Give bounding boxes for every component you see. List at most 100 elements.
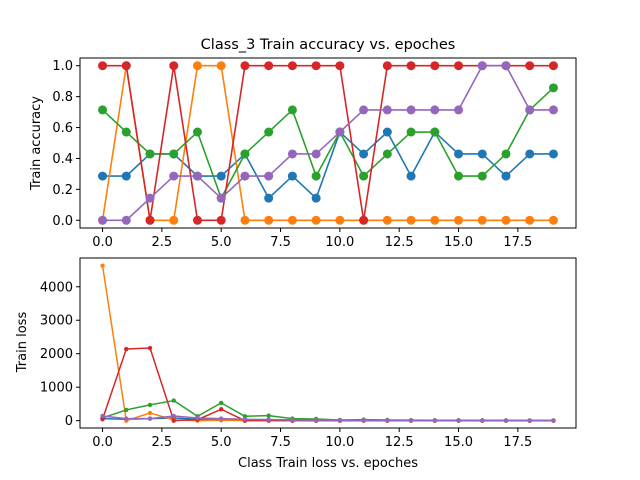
accuracy-x-tick-label: 7.5 [270, 235, 291, 250]
accuracy-data-point [169, 61, 179, 71]
loss-data-point [480, 418, 485, 423]
accuracy-data-point [525, 149, 535, 159]
loss-x-tick-label: 5.0 [211, 435, 232, 450]
loss-series-line [102, 415, 554, 422]
accuracy-data-point [501, 171, 511, 181]
accuracy-data-point [430, 105, 440, 115]
loss-data-point [147, 345, 153, 351]
accuracy-data-point [287, 171, 297, 181]
loss-x-axis-label: Class Train loss vs. epoches [238, 456, 418, 471]
loss-data-point [124, 416, 129, 421]
accuracy-data-point [98, 171, 108, 181]
accuracy-data-point [501, 149, 511, 159]
loss-data-point [171, 398, 176, 403]
loss-data-point [219, 400, 224, 406]
loss-x-tick-label: 10.0 [325, 435, 354, 450]
loss-x-tick-label: 15.0 [444, 435, 473, 450]
accuracy-data-point [216, 171, 226, 181]
accuracy-y-tick-label: 0.0 [52, 214, 73, 229]
accuracy-data-point [240, 149, 250, 159]
loss-x-tick-label: 17.5 [503, 435, 532, 450]
loss-y-tick-label: 0 [65, 414, 73, 429]
accuracy-data-point [501, 61, 511, 71]
accuracy-data-point [169, 215, 179, 225]
accuracy-data-point [406, 171, 416, 181]
accuracy-data-point [240, 215, 250, 225]
accuracy-data-point [98, 61, 108, 71]
accuracy-plot-frame [79, 57, 577, 229]
accuracy-data-point [311, 149, 321, 159]
accuracy-data-point [525, 215, 535, 225]
accuracy-data-point [145, 193, 155, 203]
accuracy-y-tick-label: 0.6 [52, 121, 73, 136]
accuracy-data-point [311, 171, 321, 181]
accuracy-subplot: Class_3 Train accuracy vs. epoches Train… [29, 37, 577, 250]
accuracy-y-tick-label: 1.0 [52, 59, 73, 74]
accuracy-data-point [216, 61, 226, 71]
loss-x-tick-label: 12.5 [385, 435, 414, 450]
accuracy-data-point [145, 215, 155, 225]
loss-data-point [337, 418, 343, 423]
accuracy-data-point [192, 61, 202, 71]
accuracy-data-point [382, 215, 392, 225]
loss-data-point [219, 407, 224, 412]
loss-data-point [100, 413, 105, 419]
accuracy-data-point [548, 149, 558, 159]
loss-data-point [124, 407, 129, 413]
accuracy-data-point [382, 149, 392, 159]
loss-y-axis-label: Train loss [15, 312, 30, 374]
accuracy-data-point [335, 127, 345, 137]
loss-x-tick-label: 2.5 [152, 435, 173, 450]
accuracy-data-point [287, 105, 297, 115]
loss-data-point [432, 418, 437, 423]
loss-data-point [147, 402, 153, 408]
accuracy-data-point [264, 193, 274, 203]
loss-y-tick-label: 4000 [40, 280, 73, 295]
accuracy-data-point [121, 215, 131, 225]
accuracy-x-tick-label: 5.0 [211, 235, 232, 250]
loss-data-point [527, 418, 532, 423]
accuracy-data-point [406, 61, 416, 71]
accuracy-data-point [477, 171, 487, 181]
accuracy-data-point [145, 149, 155, 159]
loss-plot-frame [79, 257, 577, 429]
loss-data-point [313, 417, 319, 423]
accuracy-data-point [430, 215, 440, 225]
loss-data-point [361, 418, 366, 423]
accuracy-data-point [548, 215, 558, 225]
loss-data-point [147, 410, 153, 416]
accuracy-ticks-group: 0.0 2.5 5.0 7.5 10.0 12.5 15.0 17.5 0.0 0.2 0.4 0.6… [52, 59, 532, 250]
loss-data-point [551, 418, 556, 423]
accuracy-data-point [264, 61, 274, 71]
accuracy-data-point [430, 127, 440, 137]
accuracy-data-point [548, 61, 558, 71]
loss-data-point [100, 263, 105, 268]
loss-data-point [171, 413, 176, 419]
accuracy-data-point [240, 171, 250, 181]
loss-ticks-group: 0.0 2.5 5.0 7.5 10.0 12.5 15.0 17.5 0 1000 2000 300… [40, 280, 532, 450]
accuracy-data-point [335, 61, 345, 71]
accuracy-data-point [359, 149, 369, 159]
accuracy-data-point [501, 215, 511, 225]
loss-data-point [385, 418, 390, 423]
loss-y-tick-label: 1000 [40, 381, 73, 396]
accuracy-data-point [406, 127, 416, 137]
accuracy-data-point [169, 171, 179, 181]
accuracy-data-point [454, 149, 464, 159]
loss-data-point [456, 418, 461, 423]
accuracy-data-point [121, 61, 131, 71]
accuracy-data-point [311, 215, 321, 225]
accuracy-data-point [216, 215, 226, 225]
accuracy-x-tick-label: 2.5 [152, 235, 173, 250]
accuracy-data-point [98, 215, 108, 225]
accuracy-data-point [192, 127, 202, 137]
accuracy-x-tick-label: 0.0 [92, 235, 113, 250]
accuracy-data-point [264, 215, 274, 225]
accuracy-data-point [311, 193, 321, 203]
accuracy-x-tick-label: 15.0 [444, 235, 473, 250]
loss-data-point [503, 418, 509, 423]
loss-x-tick-label: 7.5 [270, 435, 291, 450]
accuracy-x-tick-label: 12.5 [385, 235, 414, 250]
